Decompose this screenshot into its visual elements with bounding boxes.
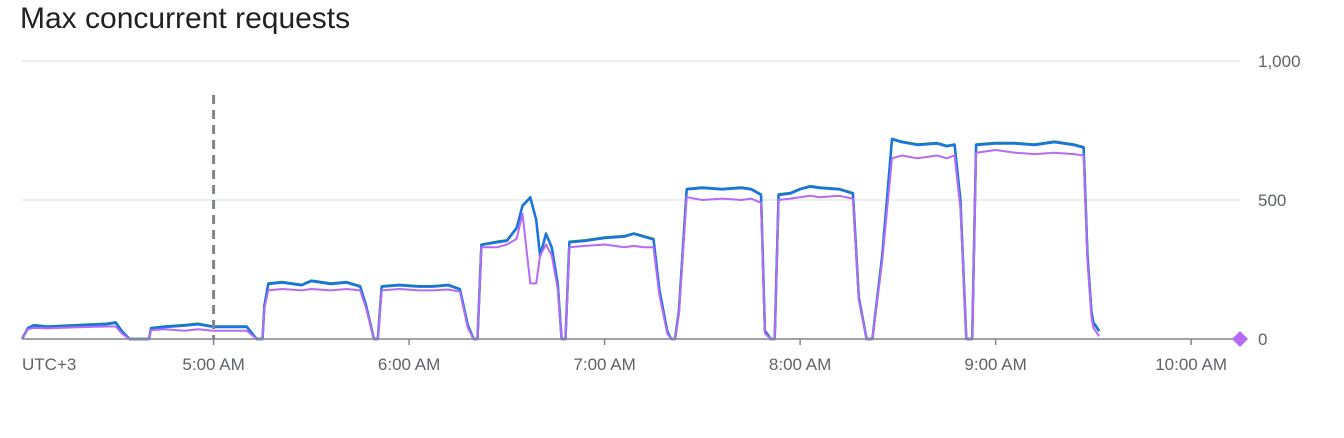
y-tick-label: 0 — [1258, 330, 1267, 349]
axes: 1,000 500 0 UTC+3 5:00 AM 6:00 AM 7:00 AM 8:00 … — [22, 52, 1301, 374]
series-line-2 — [20, 138, 1101, 341]
grid-lines — [22, 60, 1240, 201]
chart-title: Max concurrent requests — [20, 2, 351, 35]
x-tick-label: 7:00 AM — [573, 355, 635, 374]
y-tick-label: 1,000 — [1258, 52, 1301, 71]
x-tick-label: 9:00 AM — [964, 355, 1026, 374]
x-tick-label: 10:00 AM — [1155, 355, 1227, 374]
y-tick-label: 500 — [1258, 191, 1286, 210]
timezone-label: UTC+3 — [22, 355, 76, 374]
end-marker-diamond — [1232, 331, 1248, 347]
x-tick-label: 6:00 AM — [378, 355, 440, 374]
x-tick-label: 8:00 AM — [769, 355, 831, 374]
x-tick-label: 5:00 AM — [182, 355, 244, 374]
series-lines — [20, 137, 1101, 341]
